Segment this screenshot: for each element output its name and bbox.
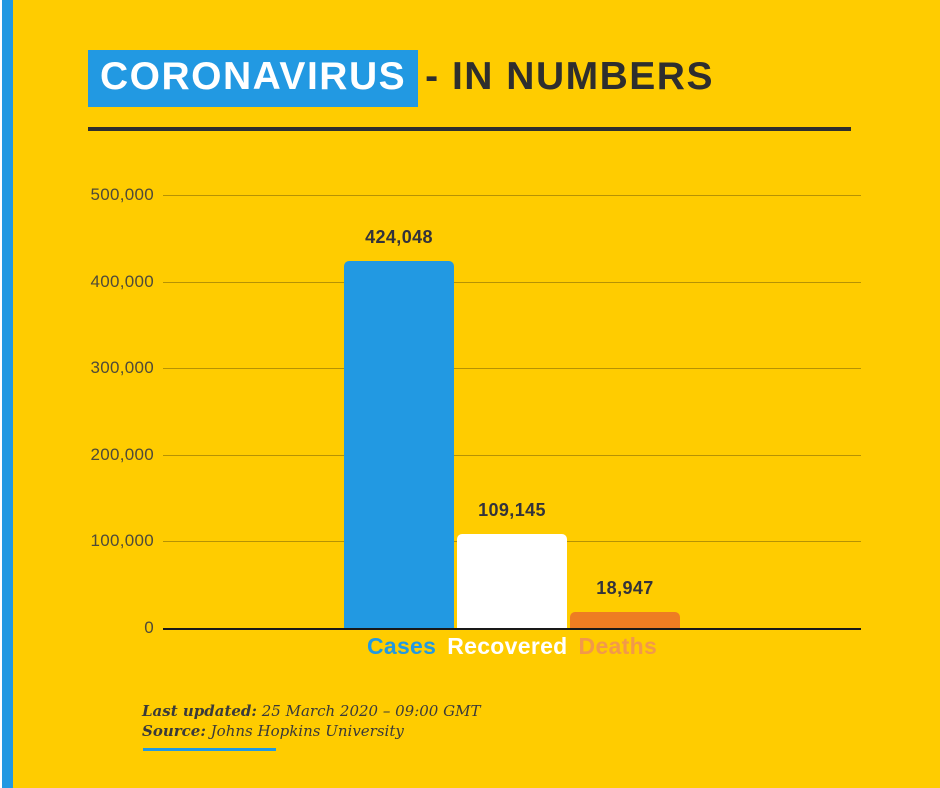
bar-value-label: 18,947 — [596, 577, 654, 598]
header: CORONAVIRUS - IN NUMBERS — [88, 50, 714, 107]
legend-item-cases: Cases — [366, 633, 437, 659]
footer: Last updated: 25 March 2020 – 09:00 GMT … — [142, 701, 480, 751]
source-line: Source: Johns Hopkins University — [142, 721, 480, 741]
gridline — [163, 455, 861, 456]
bars-row: 424,048 109,145 18,947 — [344, 227, 680, 628]
plot-area: 424,048 109,145 18,947 0 100,000 200,000 300,… — [90, 185, 861, 637]
bar-value-label: 424,048 — [365, 226, 433, 247]
y-tick-label: 100,000 — [90, 531, 154, 550]
legend-item-deaths: Deaths — [578, 633, 658, 659]
bar-deaths — [570, 611, 680, 628]
left-accent-stripe — [2, 0, 13, 788]
source-value: Johns Hopkins University — [210, 722, 404, 740]
chart-legend: Cases Recovered Deaths — [163, 633, 861, 660]
bar-column-deaths: 18,947 — [570, 578, 680, 628]
last-updated-line: Last updated: 25 March 2020 – 09:00 GMT — [142, 701, 480, 721]
title-underline-rule — [88, 127, 851, 131]
source-label: Source: — [142, 722, 206, 740]
x-axis-line — [163, 628, 861, 630]
y-tick-label: 300,000 — [90, 358, 154, 377]
left-edge-strip — [0, 0, 2, 788]
y-tick-label: 0 — [144, 618, 154, 637]
gridline — [163, 195, 861, 196]
y-tick-label: 200,000 — [90, 445, 154, 464]
bar-column-recovered: 109,145 — [457, 499, 567, 628]
last-updated-label: Last updated: — [142, 702, 257, 720]
bar-column-cases: 424,048 — [344, 227, 454, 628]
y-tick-label: 400,000 — [90, 272, 154, 291]
gridline — [163, 368, 861, 369]
title-rest: - IN NUMBERS — [425, 55, 714, 98]
gridline — [163, 282, 861, 283]
y-tick-label: 500,000 — [90, 185, 154, 204]
footer-accent-rule — [143, 748, 276, 751]
bar-cases — [344, 260, 454, 628]
page-title: CORONAVIRUS - IN NUMBERS — [88, 50, 714, 107]
bar-value-label: 109,145 — [478, 499, 546, 520]
bar-recovered — [457, 533, 567, 628]
legend-item-recovered: Recovered — [447, 633, 568, 659]
last-updated-value: 25 March 2020 – 09:00 GMT — [261, 702, 481, 720]
title-highlight: CORONAVIRUS — [88, 50, 419, 107]
